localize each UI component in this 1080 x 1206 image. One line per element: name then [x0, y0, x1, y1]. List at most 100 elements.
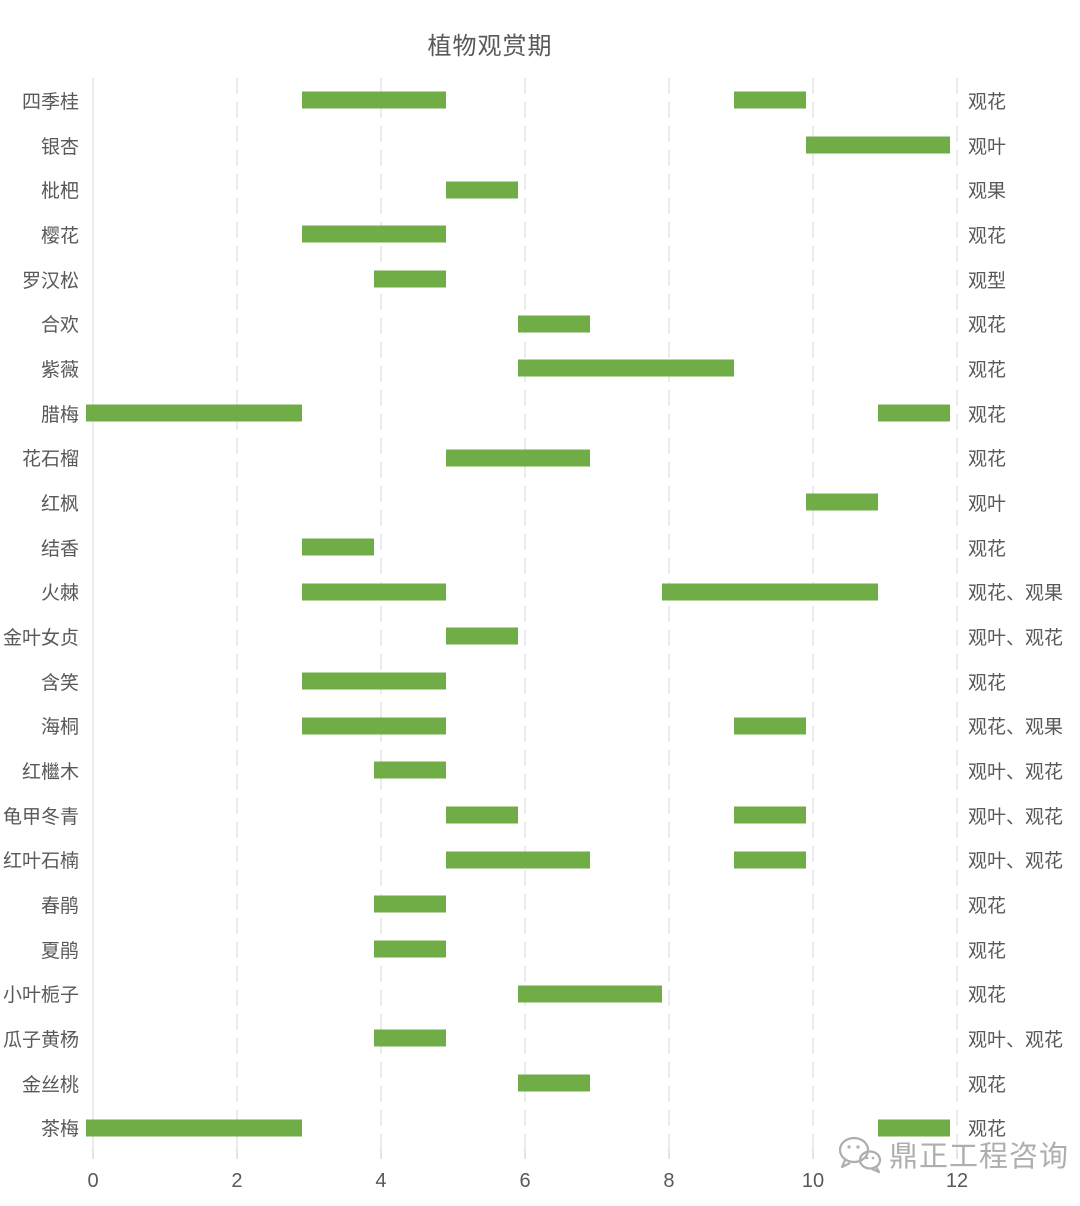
plant-name-label: 红枫 — [40, 493, 79, 515]
view-type-label: 观花、观果 — [968, 583, 1064, 605]
plant-name-label: 春鹃 — [40, 895, 79, 917]
tick-mark-8 — [668, 1150, 670, 1159]
tick-mark-4 — [380, 1150, 382, 1159]
tick-mark-2 — [236, 1150, 238, 1159]
tick-label-12: 12 — [945, 1170, 969, 1192]
view-type-label: 观花 — [968, 225, 1007, 247]
bar-segment — [661, 583, 878, 601]
plant-row: 四季桂 观花 — [0, 78, 1080, 123]
view-type-label: 观花 — [968, 940, 1007, 962]
bar-segment — [302, 91, 446, 109]
view-type-label: 观果 — [968, 181, 1007, 203]
bar-segment — [518, 359, 734, 377]
bar-segment — [302, 225, 446, 243]
plant-track — [86, 971, 950, 1016]
plant-track — [86, 78, 950, 123]
bar-segment — [806, 136, 950, 154]
plant-track — [86, 301, 950, 346]
plant-track — [86, 525, 950, 570]
tick-mark-12 — [956, 1150, 958, 1159]
plant-name-label: 红檵木 — [21, 761, 79, 783]
plant-row: 腊梅 观花 — [0, 391, 1080, 436]
plant-track — [86, 659, 950, 704]
plant-row: 花石榴 观花 — [0, 435, 1080, 480]
bar-segment — [373, 895, 446, 913]
plant-name-label: 紫薇 — [40, 359, 79, 381]
bar-segment — [86, 404, 302, 422]
view-type-label: 观叶、观花 — [968, 1029, 1064, 1051]
view-type-label: 观花、观果 — [968, 717, 1064, 739]
plant-row: 樱花 观花 — [0, 212, 1080, 257]
tick-label-2: 2 — [231, 1170, 243, 1192]
bar-segment — [302, 583, 446, 601]
plant-row: 罗汉松 观型 — [0, 257, 1080, 302]
plant-track — [86, 837, 950, 882]
plant-name-label: 龟甲冬青 — [2, 806, 79, 828]
view-type-label: 观叶、观花 — [968, 806, 1064, 828]
view-type-label: 观花 — [968, 1074, 1007, 1096]
plant-row: 红檵木 观叶、观花 — [0, 748, 1080, 793]
plant-row: 银杏 观叶 — [0, 123, 1080, 168]
plant-row: 龟甲冬青 观叶、观花 — [0, 793, 1080, 838]
plant-row: 瓜子黄杨 观叶、观花 — [0, 1016, 1080, 1061]
plant-track — [86, 569, 950, 614]
plant-name-label: 含笑 — [40, 672, 79, 694]
view-type-label: 观花 — [968, 895, 1007, 917]
plant-name-label: 茶梅 — [40, 1119, 79, 1141]
view-type-label: 观叶 — [968, 493, 1007, 515]
tick-mark-10 — [812, 1150, 814, 1159]
plant-track — [86, 1061, 950, 1106]
tick-mark-6 — [524, 1150, 526, 1159]
watermark-text: 鼎正工程咨询 — [889, 1141, 1070, 1173]
view-type-label: 观型 — [968, 270, 1007, 292]
plant-name-label: 枇杷 — [40, 181, 79, 203]
plant-name-label: 海桐 — [40, 717, 79, 739]
plant-name-label: 腊梅 — [40, 404, 79, 426]
bar-segment — [518, 985, 662, 1003]
view-type-label: 观花 — [968, 985, 1007, 1007]
bar-segment — [373, 1029, 446, 1047]
plant-row: 火棘 观花、观果 — [0, 569, 1080, 614]
plant-track — [86, 793, 950, 838]
plant-row: 茶梅 观花 — [0, 1105, 1080, 1150]
plant-track — [86, 480, 950, 525]
x-axis: 0 2 4 6 8 10 12 — [87, 1150, 968, 1200]
plant-name-label: 樱花 — [40, 225, 79, 247]
tick-label-10: 10 — [801, 1170, 825, 1192]
plant-row: 紫薇 观花 — [0, 346, 1080, 391]
bar-segment — [806, 493, 878, 511]
bar-segment — [518, 315, 590, 333]
view-type-label: 观花 — [968, 538, 1007, 560]
plant-row: 海桐 观花、观果 — [0, 703, 1080, 748]
plant-row: 含笑 观花 — [0, 659, 1080, 704]
plant-row: 结香 观花 — [0, 525, 1080, 570]
view-type-label: 观花 — [968, 1119, 1007, 1141]
plant-name-label: 金叶女贞 — [2, 627, 79, 649]
bar-segment — [373, 761, 446, 779]
plant-name-label: 小叶栀子 — [2, 985, 79, 1007]
bar-segment — [302, 538, 374, 556]
plant-track — [86, 614, 950, 659]
tick-label-0: 0 — [87, 1170, 99, 1192]
plant-row: 红叶石楠 观叶、观花 — [0, 837, 1080, 882]
plant-row: 合欢 观花 — [0, 301, 1080, 346]
tick-label-4: 4 — [375, 1170, 387, 1192]
bar-segment — [446, 181, 518, 199]
bar-segment — [446, 449, 590, 467]
plant-name-label: 瓜子黄杨 — [2, 1029, 79, 1051]
plant-row: 红枫 观叶 — [0, 480, 1080, 525]
bar-segment — [878, 1119, 950, 1137]
plant-row: 金叶女贞 观叶、观花 — [0, 614, 1080, 659]
bar-segment — [302, 672, 446, 690]
plant-name-label: 夏鹃 — [40, 940, 79, 962]
plant-name-label: 火棘 — [40, 583, 79, 605]
tick-label-8: 8 — [663, 1170, 675, 1192]
bar-segment — [734, 717, 806, 735]
tick-label-6: 6 — [519, 1170, 531, 1192]
plant-name-label: 四季桂 — [21, 91, 79, 113]
rows-layer: 四季桂 观花 银杏 观叶 枇杷 观果 樱花 观花 罗汉松 观型 合欢 观花 紫薇… — [0, 78, 1080, 1150]
plant-row: 枇杷 观果 — [0, 167, 1080, 212]
plant-name-label: 红叶石楠 — [2, 851, 79, 873]
plant-track — [86, 748, 950, 793]
